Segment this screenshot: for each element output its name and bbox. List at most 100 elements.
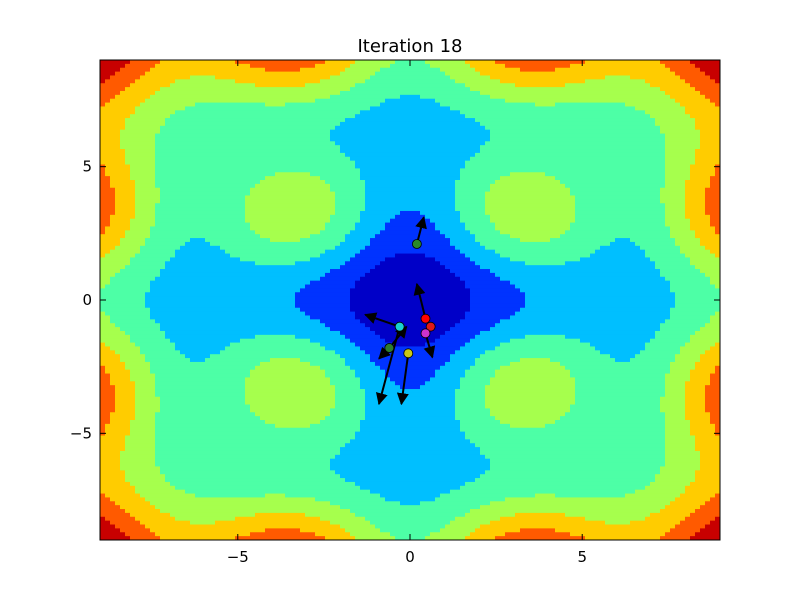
contour-cell bbox=[190, 385, 196, 390]
contour-cell bbox=[260, 118, 266, 123]
contour-cell bbox=[235, 241, 241, 247]
contour-cell bbox=[245, 474, 251, 479]
contour-cell bbox=[185, 435, 191, 440]
contour-cell bbox=[175, 450, 181, 456]
contour-cell bbox=[250, 106, 256, 111]
contour-cell bbox=[170, 125, 176, 131]
contour-cell bbox=[160, 176, 166, 181]
contour-cell bbox=[240, 183, 246, 189]
contour-cell bbox=[285, 470, 291, 475]
contour-cell bbox=[115, 373, 121, 379]
contour-cell bbox=[270, 536, 276, 540]
contour-cell bbox=[195, 133, 201, 139]
contour-cell bbox=[250, 172, 256, 177]
contour-cell bbox=[265, 133, 271, 139]
contour-cell bbox=[270, 373, 276, 379]
contour-cell bbox=[190, 396, 196, 402]
contour-cell bbox=[270, 466, 276, 471]
contour-cell bbox=[215, 454, 221, 460]
contour-cell bbox=[265, 210, 271, 216]
contour-cell bbox=[125, 149, 131, 154]
contour-cell bbox=[115, 191, 121, 197]
contour-cell bbox=[180, 470, 186, 475]
contour-cell bbox=[200, 404, 206, 409]
contour-cell bbox=[135, 524, 141, 529]
contour-cell bbox=[185, 307, 191, 313]
contour-cell bbox=[260, 365, 266, 371]
contour-cell bbox=[105, 156, 111, 162]
contour-cell bbox=[250, 110, 256, 115]
contour-cell bbox=[185, 261, 191, 266]
contour-cell bbox=[200, 176, 206, 181]
contour-cell bbox=[195, 210, 201, 216]
contour-cell bbox=[140, 470, 146, 475]
contour-cell bbox=[120, 199, 126, 204]
contour-cell bbox=[140, 396, 146, 402]
contour-cell bbox=[270, 458, 276, 464]
contour-cell bbox=[100, 180, 106, 185]
contour-cell bbox=[290, 114, 296, 119]
contour-cell bbox=[195, 292, 201, 297]
contour-cell bbox=[170, 218, 176, 224]
contour-cell bbox=[175, 218, 181, 224]
contour-cell bbox=[270, 152, 276, 158]
contour-cell bbox=[145, 501, 151, 506]
contour-cell bbox=[255, 377, 261, 382]
contour-cell bbox=[105, 292, 111, 297]
contour-cell bbox=[110, 392, 116, 398]
contour-cell bbox=[250, 156, 256, 162]
contour-cell bbox=[210, 400, 216, 406]
contour-cell bbox=[120, 102, 126, 108]
contour-cell bbox=[265, 303, 271, 309]
contour-cell bbox=[105, 137, 111, 142]
contour-cell bbox=[260, 152, 266, 158]
contour-cell bbox=[240, 195, 246, 200]
contour-cell bbox=[125, 230, 131, 235]
contour-cell bbox=[110, 106, 116, 111]
contour-cell bbox=[125, 296, 131, 301]
contour-cell bbox=[260, 276, 266, 282]
contour-cell bbox=[120, 435, 126, 440]
contour-cell bbox=[245, 307, 251, 313]
contour-cell bbox=[245, 501, 251, 506]
contour-cell bbox=[285, 505, 291, 510]
contour-cell bbox=[290, 501, 296, 506]
contour-cell bbox=[150, 493, 156, 499]
contour-cell bbox=[150, 98, 156, 104]
contour-cell bbox=[130, 253, 136, 259]
contour-cell bbox=[250, 249, 256, 255]
contour-cell bbox=[275, 265, 281, 270]
contour-cell bbox=[100, 296, 106, 301]
contour-cell bbox=[265, 462, 271, 468]
contour-cell bbox=[240, 439, 246, 444]
contour-cell bbox=[300, 98, 306, 104]
contour-cell bbox=[270, 257, 276, 262]
contour-cell bbox=[100, 307, 106, 313]
contour-cell bbox=[205, 203, 211, 208]
contour-cell bbox=[170, 385, 176, 390]
contour-cell bbox=[145, 524, 151, 529]
contour-cell bbox=[110, 180, 116, 185]
contour-cell bbox=[140, 342, 146, 348]
contour-cell bbox=[275, 106, 281, 111]
contour-cell bbox=[120, 125, 126, 131]
contour-cell bbox=[220, 238, 226, 243]
contour-cell bbox=[150, 377, 156, 382]
contour-cell bbox=[125, 90, 131, 96]
contour-cell bbox=[120, 408, 126, 413]
contour-cell bbox=[110, 241, 116, 247]
contour-cell bbox=[245, 257, 251, 262]
contour-cell bbox=[235, 187, 241, 193]
contour-cell bbox=[165, 478, 171, 483]
contour-cell bbox=[170, 346, 176, 351]
contour-cell bbox=[190, 330, 196, 336]
contour-cell bbox=[185, 156, 191, 162]
contour-cell bbox=[160, 361, 166, 367]
contour-cell bbox=[205, 396, 211, 402]
contour-cell bbox=[235, 512, 241, 518]
contour-cell bbox=[240, 389, 246, 394]
contour-cell bbox=[145, 234, 151, 239]
contour-cell bbox=[210, 102, 216, 108]
contour-cell bbox=[265, 102, 271, 108]
contour-cell bbox=[220, 230, 226, 235]
